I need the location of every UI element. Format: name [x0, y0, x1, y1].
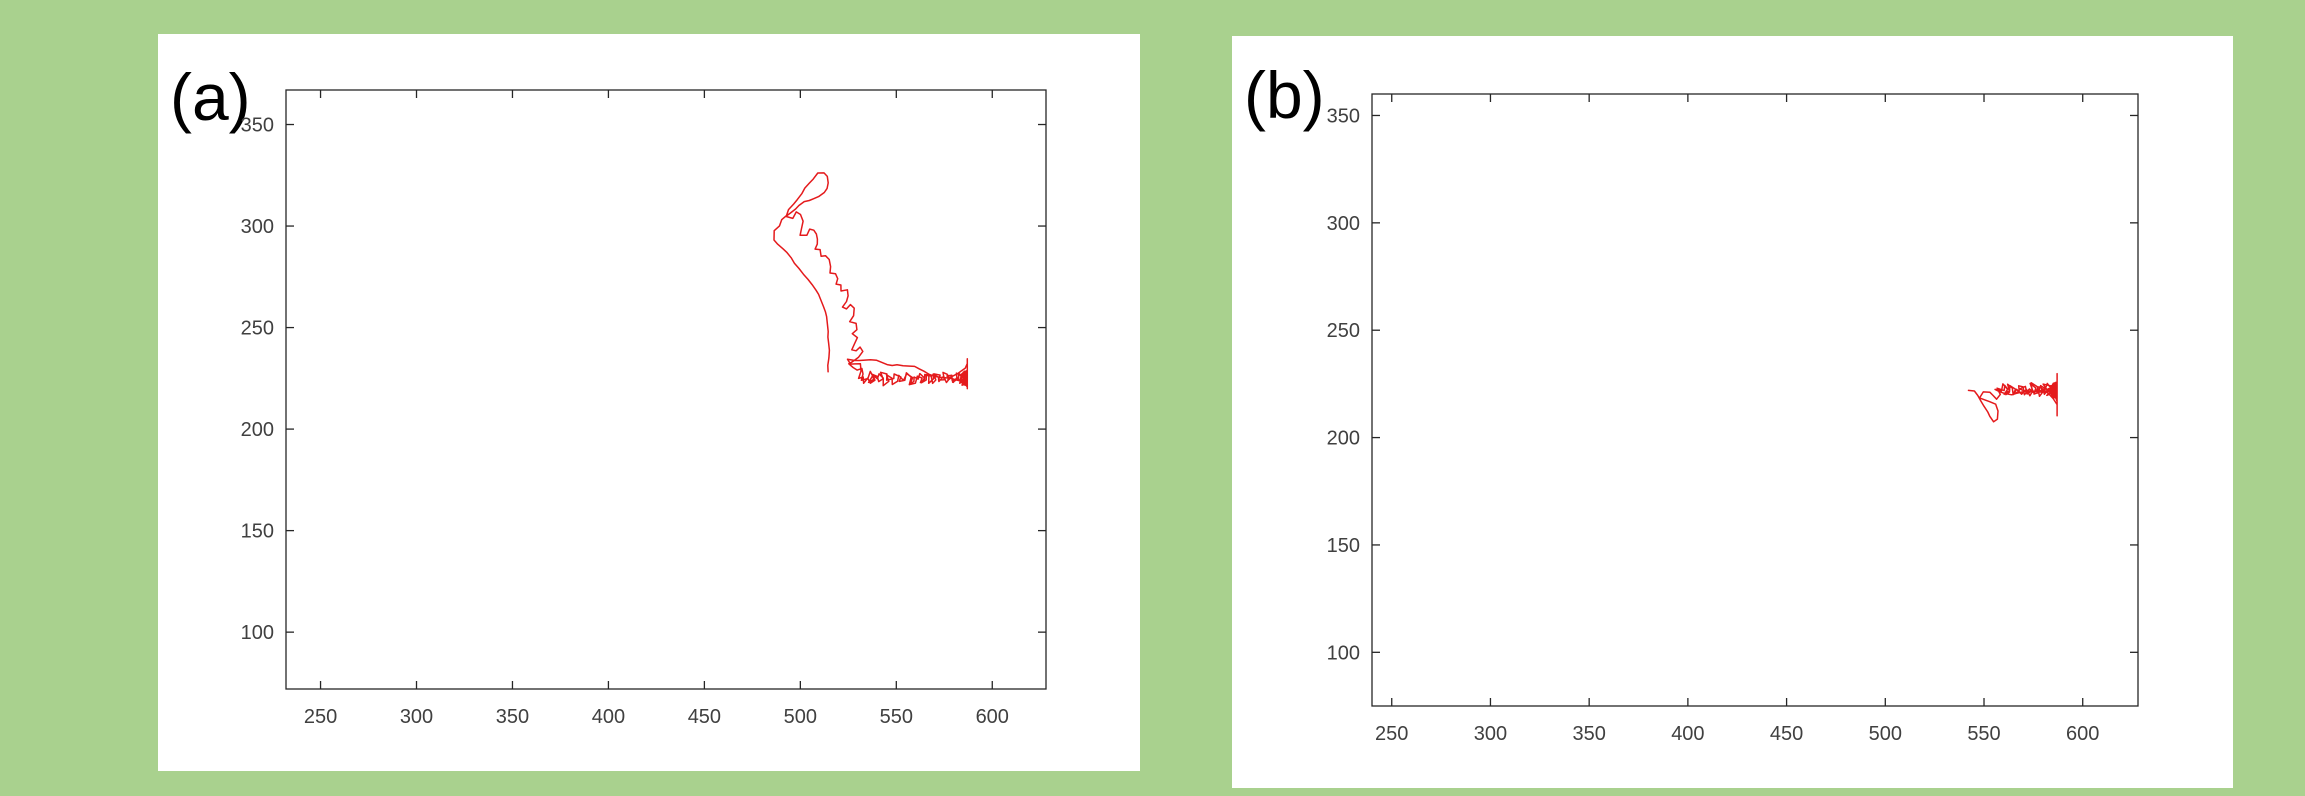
chart-b: 250 300 350 400 450 500 550 600 100 150 200 250 300 3… — [1327, 93, 2139, 745]
y-tick-label: 250 — [241, 318, 274, 340]
x-tick-label: 500 — [784, 706, 817, 728]
x-tick-label: 600 — [976, 706, 1009, 728]
x-tick-label: 300 — [400, 706, 433, 728]
x-tick-label: 250 — [1375, 723, 1408, 745]
x-tick-label: 450 — [688, 706, 721, 728]
y-tick-label: 200 — [1327, 428, 1360, 450]
panel-label-b: (b) — [1244, 58, 1325, 132]
y-tick-label: 150 — [1327, 535, 1360, 557]
x-tick-label: 550 — [1967, 723, 2000, 745]
y-tick-label: 100 — [1327, 642, 1360, 664]
panel-b: (b) 250 300 350 400 450 500 550 600 100 150 200 250… — [1232, 36, 2233, 788]
y-tick-label: 100 — [241, 622, 274, 644]
x-tick-label: 400 — [1671, 723, 1704, 745]
x-tick-label: 250 — [304, 706, 337, 728]
y-tick-label: 300 — [1327, 213, 1360, 235]
y-tick-label: 200 — [241, 419, 274, 441]
x-tick-label: 600 — [2066, 723, 2099, 745]
x-tick-label: 500 — [1869, 723, 1902, 745]
y-tick-label: 300 — [241, 216, 274, 238]
axes-frame — [1371, 93, 2139, 707]
panel-label-a: (a) — [170, 60, 251, 134]
x-tick-label: 350 — [496, 706, 529, 728]
trajectory-line — [1967, 372, 2058, 423]
y-tick-label: 350 — [241, 115, 274, 137]
axes-frame — [285, 89, 1047, 690]
chart-a: 250 300 350 400 450 500 550 600 100 150 200 250 300 3… — [241, 89, 1047, 728]
x-tick-label: 550 — [880, 706, 913, 728]
x-tick-label: 400 — [592, 706, 625, 728]
panel-a: (a) 250 300 350 400 450 500 550 600 100 150 200 250… — [158, 34, 1140, 771]
x-tick-label: 350 — [1572, 723, 1605, 745]
y-tick-label: 350 — [1327, 105, 1360, 127]
x-tick-label: 300 — [1474, 723, 1507, 745]
y-tick-label: 250 — [1327, 320, 1360, 342]
y-tick-label: 150 — [241, 521, 274, 543]
x-tick-label: 450 — [1770, 723, 1803, 745]
trajectory-line — [773, 172, 969, 390]
